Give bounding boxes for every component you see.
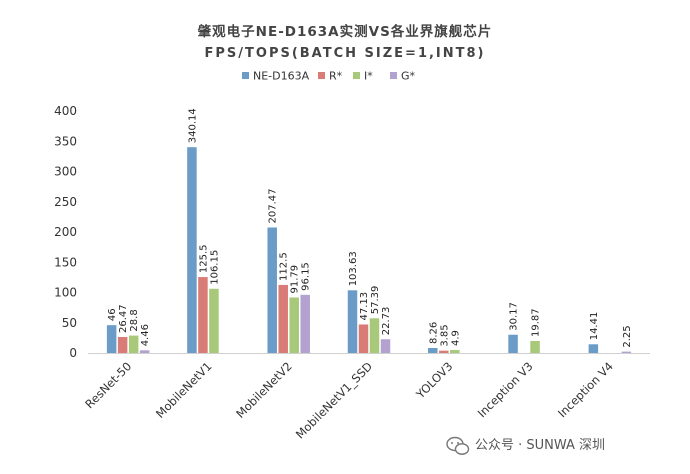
bar <box>588 344 599 353</box>
bar <box>428 348 438 353</box>
x-tick-label: Inception V4 <box>555 359 616 420</box>
data-label: 4.9 <box>450 330 461 346</box>
y-tick-label: 0 <box>69 346 77 360</box>
bar <box>380 339 391 353</box>
bar <box>289 297 299 353</box>
bar <box>209 288 219 353</box>
data-label: 4.46 <box>140 324 151 346</box>
watermark: 公众号 · SUNWA 深圳 <box>446 436 605 455</box>
legend-swatch <box>390 72 397 79</box>
legend-label: G* <box>401 70 416 83</box>
data-label: 103.63 <box>348 251 359 286</box>
legend-label: NE-D163A <box>253 70 310 83</box>
x-axis: ResNet-50 MobileNetV1 MobileNetV2MobileNet… <box>82 353 650 441</box>
bar <box>347 290 358 353</box>
y-axis: 0 50 100 150 200 250 300 350 400 <box>54 104 77 360</box>
legend-item: R* <box>318 70 343 83</box>
x-tick-label: MobileNetV1_SSD <box>293 359 375 441</box>
bar <box>278 284 288 353</box>
data-label: 91.79 <box>290 265 301 294</box>
bar <box>117 336 128 353</box>
data-label: 28.8 <box>129 309 140 331</box>
chart-title: 肇观电子NE-D163A实测VS各业界旗舰芯片 <box>198 23 493 40</box>
data-labels: 46 26.47 28.84.46 340.14 125.5 106.15 207.47 11… <box>107 108 633 347</box>
wechat-icon <box>446 436 470 455</box>
bars <box>106 147 632 353</box>
chart-subtitle: FPS/TOPS(BATCH SIZE=1,INT8) <box>205 46 486 61</box>
legend-swatch <box>353 72 360 79</box>
data-label: 26.47 <box>118 304 129 333</box>
data-label: 14.41 <box>589 312 600 341</box>
y-tick-label: 100 <box>54 286 77 300</box>
watermark-text: 公众号 · SUNWA 深圳 <box>475 438 605 453</box>
y-tick-label: 50 <box>62 316 77 330</box>
data-label: 106.15 <box>209 250 220 285</box>
legend-swatch <box>242 72 249 79</box>
y-tick-label: 150 <box>54 255 77 269</box>
data-label: 3.85 <box>439 324 450 346</box>
bar <box>187 147 197 353</box>
y-tick-label: 350 <box>54 134 77 148</box>
y-tick-label: 400 <box>54 104 77 118</box>
data-label: 57.39 <box>370 286 381 315</box>
x-tick-label: ResNet-50 <box>82 359 134 411</box>
bar <box>198 277 208 353</box>
bar <box>300 294 310 353</box>
data-label: 47.13 <box>359 292 370 321</box>
bar <box>358 324 369 353</box>
data-label: 207.47 <box>268 188 279 223</box>
data-label: 30.17 <box>509 302 520 331</box>
data-label: 125.5 <box>198 244 209 273</box>
x-tick-label: MobileNetV2 <box>233 359 295 421</box>
data-label: 340.14 <box>187 108 198 143</box>
legend: NE-D163A R* I* G* <box>242 70 416 83</box>
y-tick-label: 300 <box>54 165 77 179</box>
data-label: 112.5 <box>279 252 290 281</box>
y-tick-label: 200 <box>54 225 77 239</box>
data-label: 46 <box>107 308 118 321</box>
bar <box>450 350 460 353</box>
bar <box>139 350 150 353</box>
x-tick-label: YOLOV3 <box>413 359 456 402</box>
x-tick-label: Inception V3 <box>475 359 536 420</box>
bar <box>621 351 632 353</box>
data-label: 19.87 <box>531 308 542 337</box>
bar <box>267 227 277 353</box>
bar <box>369 318 380 353</box>
x-tick-label: MobileNetV1 <box>153 359 215 421</box>
data-label: 2.25 <box>622 325 633 347</box>
bar <box>508 334 518 353</box>
legend-label: I* <box>364 70 373 83</box>
legend-swatch <box>318 72 325 79</box>
legend-item: NE-D163A <box>242 70 310 83</box>
bar <box>106 325 117 353</box>
bar <box>439 350 449 353</box>
y-tick-label: 250 <box>54 195 77 209</box>
bar <box>128 335 139 353</box>
data-label: 22.73 <box>381 307 392 336</box>
legend-label: R* <box>329 70 343 83</box>
bar <box>530 340 540 353</box>
data-label: 96.15 <box>301 262 312 291</box>
legend-item: I* <box>353 70 373 83</box>
legend-item: G* <box>390 70 416 83</box>
data-label: 8.26 <box>428 322 439 344</box>
